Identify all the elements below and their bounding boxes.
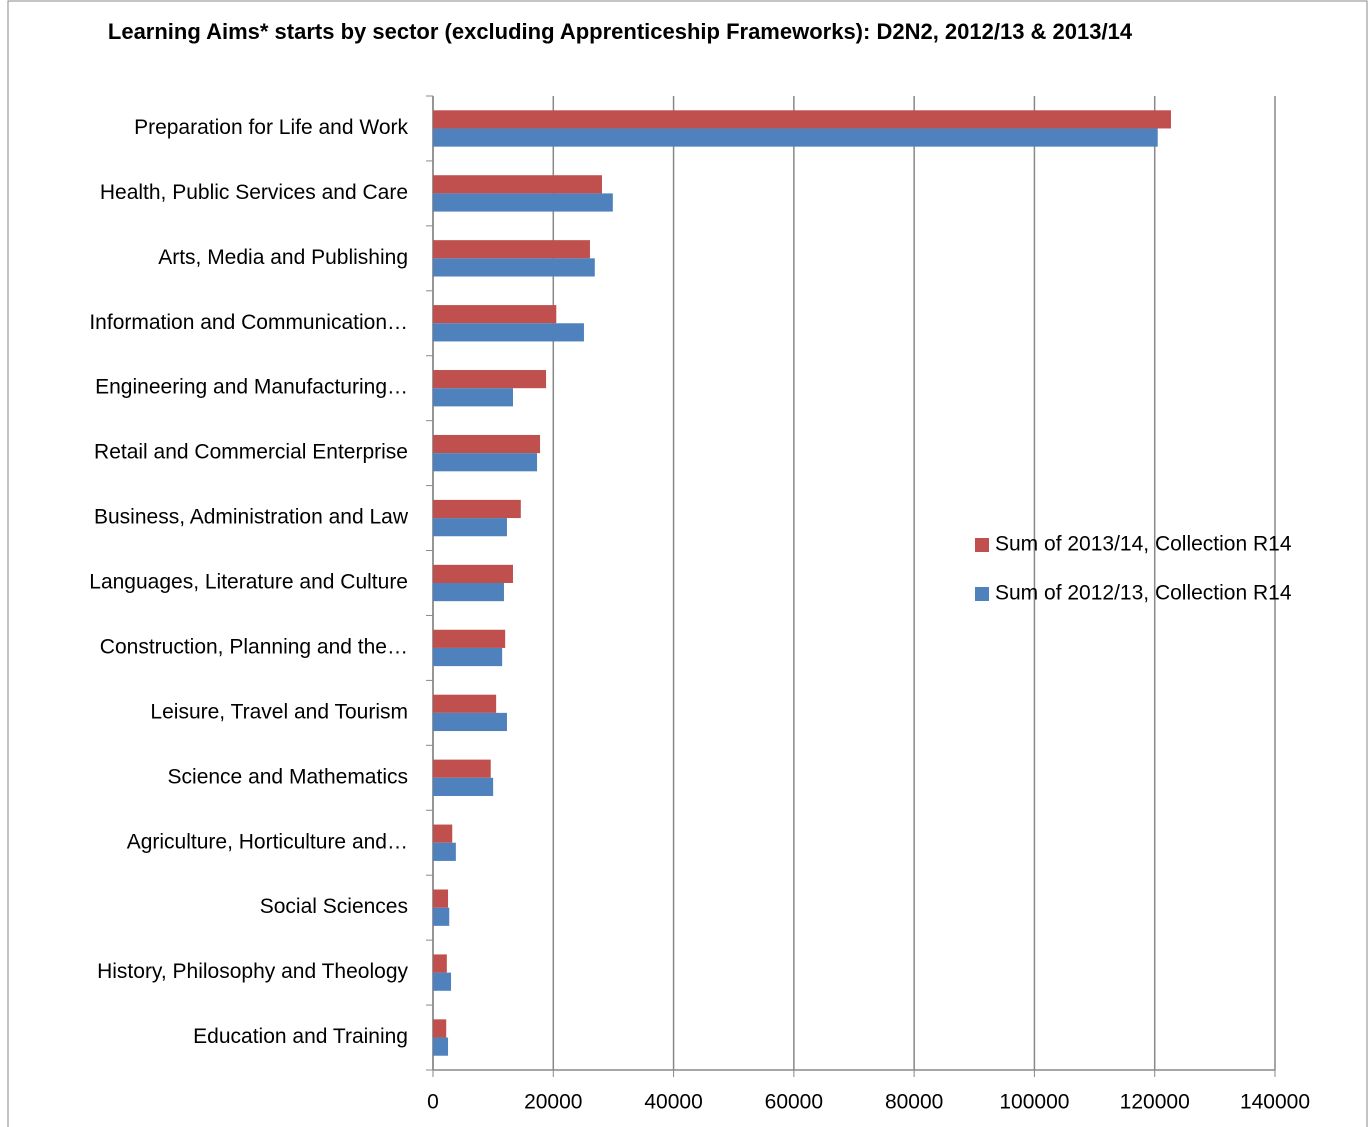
bar <box>433 258 595 277</box>
y-tick-label: Construction, Planning and the… <box>100 635 408 658</box>
bar <box>433 777 494 796</box>
bar <box>433 175 603 194</box>
x-tick-label: 20000 <box>524 1091 582 1114</box>
chart-frame <box>7 0 1368 1127</box>
bar <box>433 518 507 537</box>
bar <box>433 583 504 602</box>
x-tick-label: 100000 <box>999 1091 1069 1114</box>
bar <box>433 842 456 861</box>
chart-title: Learning Aims* starts by sector (excludi… <box>107 19 1133 44</box>
bar <box>433 1037 449 1056</box>
legend-swatch <box>975 587 989 601</box>
bar <box>433 907 450 926</box>
x-tick-label: 120000 <box>1120 1091 1190 1114</box>
bar <box>433 128 1158 147</box>
y-tick-label: Preparation for Life and Work <box>134 116 408 139</box>
bar <box>433 824 453 843</box>
bar <box>433 193 613 212</box>
x-tick-label: 80000 <box>885 1091 943 1114</box>
legend-swatch <box>975 538 989 552</box>
legend-label: Sum of 2012/13, Collection R14 <box>995 582 1292 605</box>
bar <box>433 388 513 407</box>
y-tick-label: History, Philosophy and Theology <box>97 960 408 983</box>
y-tick-label: Social Sciences <box>260 895 408 918</box>
bar <box>433 712 507 732</box>
bar <box>433 370 547 389</box>
bar <box>433 954 447 973</box>
y-tick-label: Arts, Media and Publishing <box>158 246 408 269</box>
x-tick-label: 140000 <box>1240 1091 1310 1114</box>
legend-label: Sum of 2013/14, Collection R14 <box>995 533 1292 556</box>
y-tick-label: Business, Administration and Law <box>94 506 409 529</box>
y-tick-label: Leisure, Travel and Tourism <box>150 700 408 723</box>
bar <box>433 889 449 908</box>
x-tick-label: 40000 <box>644 1091 702 1114</box>
bar <box>433 434 541 454</box>
bar <box>433 694 497 713</box>
y-tick-label: Languages, Literature and Culture <box>89 571 408 594</box>
bar <box>433 972 452 991</box>
bar <box>433 499 521 519</box>
x-tick-label: 0 <box>427 1091 439 1114</box>
y-tick-label: Agriculture, Horticulture and… <box>127 830 408 853</box>
bar <box>433 647 503 667</box>
y-tick-label: Information and Communication… <box>89 311 408 334</box>
y-tick-label: Health, Public Services and Care <box>100 181 408 204</box>
bar <box>433 629 506 648</box>
bar <box>433 305 557 324</box>
y-tick-label: Engineering and Manufacturing… <box>95 376 408 399</box>
bar <box>433 453 538 472</box>
bar <box>433 240 590 259</box>
bar <box>433 564 513 583</box>
bar <box>433 323 584 342</box>
x-tick-label: 60000 <box>765 1091 823 1114</box>
y-tick-label: Retail and Commercial Enterprise <box>94 441 408 464</box>
y-tick-label: Education and Training <box>193 1025 408 1048</box>
bar <box>433 1019 447 1038</box>
y-tick-label: Science and Mathematics <box>168 765 408 788</box>
bar <box>433 110 1171 129</box>
bar <box>433 759 491 778</box>
